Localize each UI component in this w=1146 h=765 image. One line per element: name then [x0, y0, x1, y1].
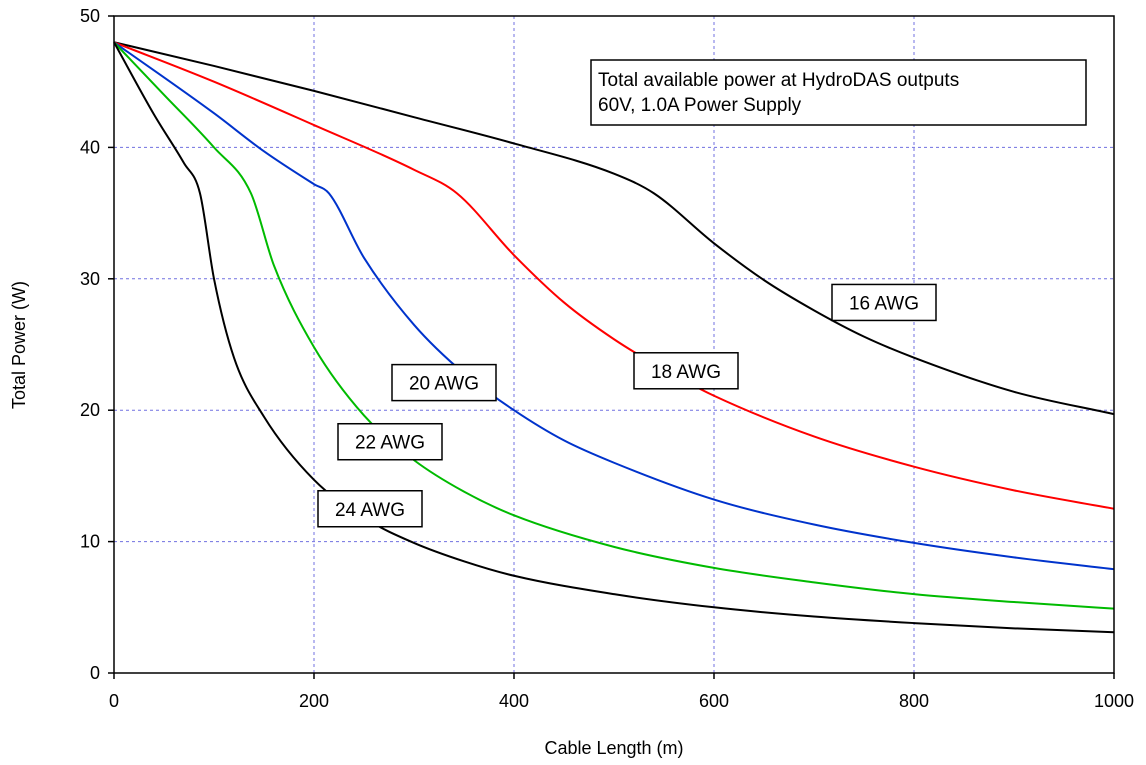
x-axis-title: Cable Length (m) — [544, 738, 683, 758]
y-tick-label: 10 — [80, 532, 100, 552]
series-label-layer: 16 AWG 18 AWG 20 AWG 22 AWG 24 AWG — [317, 283, 937, 528]
series-label-text: 16 AWG — [849, 293, 919, 314]
y-tick-label: 20 — [80, 400, 100, 420]
x-tick-label: 0 — [109, 691, 119, 711]
series-line-20-awg — [113, 41, 1115, 571]
y-tick-label: 0 — [90, 663, 100, 683]
y-axis-title: Total Power (W) — [9, 281, 29, 409]
x-tick-label: 400 — [499, 691, 529, 711]
annotation-line-1: Total available power at HydroDAS output… — [598, 70, 959, 91]
series-line-18-awg — [113, 41, 1115, 510]
series-line-24-awg — [113, 41, 1115, 634]
series-line-22-awg — [113, 41, 1115, 610]
series-label-box — [391, 363, 497, 402]
x-tick-label: 1000 — [1094, 691, 1134, 711]
annotation-line-2: 60V, 1.0A Power Supply — [598, 95, 802, 116]
series-label-text: 24 AWG — [335, 500, 405, 521]
series-label-box — [633, 352, 739, 390]
x-tick-label: 800 — [899, 691, 929, 711]
y-tick-label: 40 — [80, 137, 100, 157]
tick-layer: 0 200 400 600 800 1000 0 10 20 30 40 50 — [80, 6, 1134, 711]
series-label-24-awg: 24 AWG — [317, 490, 423, 528]
series-label-text: 18 AWG — [651, 362, 721, 383]
series-label-text: 22 AWG — [355, 433, 425, 454]
series-line-16-awg — [113, 41, 1115, 416]
series-label-box — [831, 283, 937, 322]
x-tick-label: 600 — [699, 691, 729, 711]
series-label-22-awg: 22 AWG — [337, 422, 443, 461]
series-label-box — [317, 490, 423, 528]
x-tick-label: 200 — [299, 691, 329, 711]
series-label-18-awg: 18 AWG — [633, 352, 739, 390]
y-tick-label: 30 — [80, 269, 100, 289]
annotation-box: Total available power at HydroDAS output… — [590, 59, 1087, 126]
series-label-16-awg: 16 AWG — [831, 283, 937, 322]
series-label-box — [337, 422, 443, 461]
series-label-20-awg: 20 AWG — [391, 363, 497, 402]
annotation-frame — [590, 59, 1087, 126]
plot-area — [113, 15, 1115, 674]
series-label-text: 20 AWG — [409, 374, 479, 395]
series-layer — [113, 41, 1115, 634]
y-tick-label: 50 — [80, 6, 100, 26]
